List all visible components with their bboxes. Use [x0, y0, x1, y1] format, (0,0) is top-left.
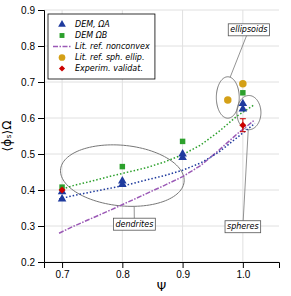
x-axis: 0.7 0.8 0.9 1.0 — [45, 262, 280, 280]
error-bar — [240, 119, 246, 132]
y-tick-mark — [38, 10, 44, 11]
legend-swatch — [59, 65, 65, 71]
label-box — [113, 218, 155, 230]
y-tick-label: 0.9 — [21, 5, 35, 16]
y-axis-title: ⟨ϕₛ⟩Ω — [0, 121, 14, 152]
y-tick-label: 0.8 — [21, 41, 35, 52]
legend-label: DEM, ΩA — [75, 20, 110, 29]
grid — [44, 10, 279, 262]
region-label: ellipsoids — [228, 24, 269, 36]
x-tick: 1.0 — [236, 262, 250, 280]
point — [120, 164, 125, 169]
x-tick-label: 0.8 — [116, 269, 130, 280]
legend-swatch — [60, 33, 65, 38]
connector — [230, 30, 249, 77]
y-tick: 0.7 — [21, 77, 44, 88]
grid-line — [44, 10, 279, 11]
x-tick: 0.8 — [116, 262, 130, 280]
x-tick-mark — [62, 262, 63, 268]
x-tick-mark — [183, 262, 184, 268]
point — [180, 139, 185, 144]
y-axis-line — [38, 11, 45, 263]
y-tick: 0.6 — [21, 113, 44, 124]
point — [240, 90, 245, 95]
point — [224, 96, 231, 103]
chart: 0.7 0.8 0.9 1.0 0.2 0.3 0.4 0.5 0.6 0.7 0.8 0.9 Ψ ⟨ϕₛ… — [0, 0, 291, 296]
point — [118, 176, 127, 183]
legend-label: Experim. validat. — [75, 64, 143, 73]
y-tick-mark — [38, 190, 44, 191]
label-box — [225, 221, 261, 233]
x-tick-label: 0.9 — [176, 269, 190, 280]
connector — [243, 130, 248, 227]
grid-line — [44, 154, 279, 155]
x-tick: 0.9 — [176, 262, 190, 280]
region-label: spheres — [225, 221, 261, 233]
y-tick-mark — [38, 118, 44, 119]
point — [178, 149, 187, 156]
y-tick-label: 0.5 — [21, 149, 35, 160]
y-tick-mark — [38, 154, 44, 155]
trend-line — [59, 104, 255, 190]
y-tick: 0.5 — [21, 149, 44, 160]
legend-label: DEM ΩB — [75, 31, 107, 40]
x-axis-line — [45, 263, 280, 269]
y-tick-label: 0.3 — [21, 221, 35, 232]
legend-swatch — [59, 54, 66, 61]
legend-frame — [48, 14, 155, 79]
region-label-text: ellipsoids — [230, 25, 267, 34]
y-tick: 0.8 — [21, 41, 44, 52]
label-box — [228, 24, 269, 36]
region-label: dendrites — [113, 218, 155, 230]
y-tick-mark — [38, 226, 44, 227]
x-tick-mark — [122, 262, 123, 268]
point — [58, 187, 67, 194]
y-tick-label: 0.2 — [21, 257, 35, 268]
plot: 0.7 0.8 0.9 1.0 0.2 0.3 0.4 0.5 0.6 0.7 0.8 0.9 Ψ ⟨ϕₛ… — [0, 5, 280, 294]
x-axis-title: Ψ — [157, 280, 166, 294]
x-tick-label: 0.7 — [56, 269, 70, 280]
trend-line — [59, 123, 255, 199]
x-tick: 0.7 — [56, 262, 70, 280]
group-ellipse — [216, 77, 239, 118]
y-tick-mark — [38, 82, 44, 83]
y-axis: 0.2 0.3 0.4 0.5 0.6 0.7 0.8 0.9 — [21, 5, 44, 268]
point — [58, 194, 67, 201]
y-tick-label: 0.7 — [21, 77, 35, 88]
legend-swatch — [58, 20, 66, 27]
series-line — [59, 120, 255, 233]
y-tick-mark — [38, 262, 44, 263]
marks — [58, 77, 261, 233]
region-label-text: spheres — [227, 222, 259, 231]
legend-label: Lit. ref. nonconvex — [75, 42, 150, 51]
point — [59, 187, 66, 194]
point — [239, 99, 248, 106]
y-tick-label: 0.6 — [21, 113, 35, 124]
legend: DEM, ΩA DEM ΩB Lit. ref. nonconvex Lit. ref… — [48, 14, 155, 79]
grid-line — [182, 10, 183, 262]
y-tick: 0.2 — [21, 257, 44, 268]
legend-swatch — [53, 46, 71, 48]
y-tick: 0.4 — [21, 185, 44, 196]
x-tick-mark — [243, 262, 244, 268]
y-tick-label: 0.4 — [21, 185, 35, 196]
point — [239, 122, 246, 129]
grid-line — [44, 190, 279, 191]
y-tick: 0.9 — [21, 5, 44, 16]
point — [239, 80, 246, 87]
y-tick-mark — [38, 46, 44, 47]
region-label-text: dendrites — [115, 220, 153, 229]
y-tick: 0.3 — [21, 221, 44, 232]
legend-label: Lit. ref. sph. ellip. — [75, 53, 145, 62]
x-tick-label: 1.0 — [236, 269, 250, 280]
